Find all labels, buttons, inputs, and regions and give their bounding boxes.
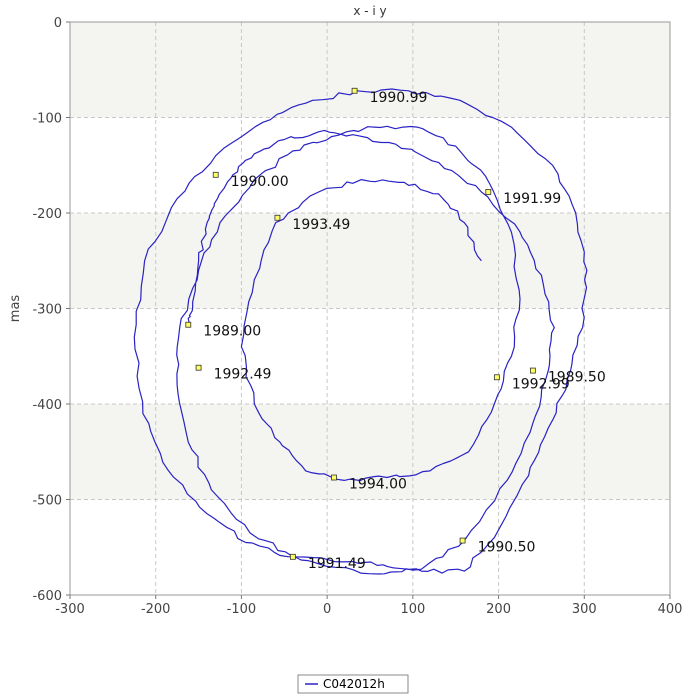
annotation-marker (212, 171, 219, 178)
x-tick-label: 0 (323, 602, 331, 617)
grid-band (70, 213, 670, 309)
chart-title: x - i y (353, 4, 386, 18)
annotation-label: 1990.50 (478, 540, 536, 556)
grid-band (70, 404, 670, 500)
annotation-label: 1991.49 (308, 556, 366, 572)
annotation-label: 1994.00 (349, 477, 407, 493)
annotation-label: 1990.99 (370, 90, 428, 106)
annotation-label: 1992.99 (512, 376, 570, 392)
annotation-marker (493, 374, 500, 381)
grid-band (70, 22, 670, 118)
annotation-marker (331, 474, 337, 481)
annotation-marker (185, 321, 192, 328)
annotation-label: 1991.99 (503, 191, 561, 207)
annotation-layer: 1989.00 1989.50 1990.00 1990.50 1990.99 1991.… (185, 87, 606, 572)
x-tick-label: -300 (55, 602, 85, 617)
annotation-marker (459, 537, 466, 544)
x-tick-label: 100 (400, 602, 425, 617)
grid-lines (69, 21, 671, 596)
y-axis-label: mas (8, 295, 23, 323)
y-tick-label: -400 (32, 398, 62, 413)
x-tick-label: -100 (227, 602, 257, 617)
x-tick-label: 200 (486, 602, 511, 617)
y-tick-label: -100 (32, 112, 62, 127)
y-tick-label: -600 (32, 589, 62, 604)
y-tick-label: -200 (32, 207, 62, 222)
annotation-marker (529, 367, 536, 374)
series-line (133, 88, 588, 575)
x-tick-label: 400 (658, 602, 683, 617)
annotation-marker (485, 189, 492, 195)
y-tick-label: -500 (32, 494, 62, 509)
x-tick-label: 300 (572, 602, 597, 617)
alternating-bands (70, 22, 670, 500)
annotation-label: 1990.00 (231, 174, 289, 190)
legend[interactable]: C042012h (297, 674, 409, 694)
legend-box (297, 674, 409, 694)
annotation-marker (289, 553, 296, 560)
annotation-label: 1993.49 (292, 217, 350, 233)
x-tick-label: -200 (141, 602, 171, 617)
annotation-marker (195, 364, 202, 371)
annotation-marker (351, 87, 358, 94)
x-axis: -300 -200 -100 0 100 200 300 400 (55, 595, 682, 617)
y-axis: 0 -100 -200 -300 -400 -500 -600 (32, 16, 70, 604)
annotation-label: 1992.49 (214, 367, 272, 383)
y-tick-label: 0 (54, 16, 62, 31)
y-tick-label: -300 (32, 303, 62, 318)
annotation-label: 1989.50 (548, 370, 606, 386)
series-layer (133, 88, 588, 575)
annotation-label: 1989.00 (203, 324, 261, 340)
annotation-marker (274, 214, 281, 221)
legend-entry: C042012h (323, 677, 385, 691)
